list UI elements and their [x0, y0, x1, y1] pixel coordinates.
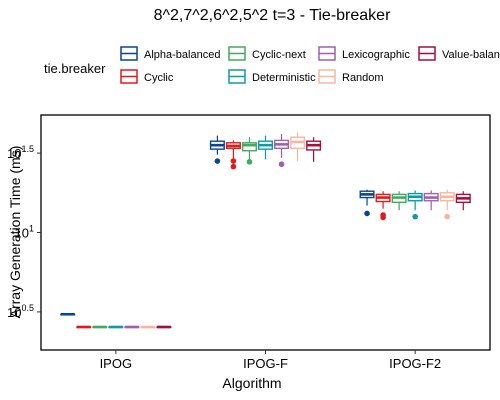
legend-item-value-balanced: Value-balanced [418, 46, 500, 61]
outlier-point-0 [364, 210, 370, 217]
box-random-ipog-f [290, 132, 306, 162]
legend-label: Value-balanced [442, 49, 500, 61]
box-alpha-balanced-ipog-f [209, 135, 225, 164]
legend-label: Cyclic-next [252, 49, 306, 61]
legend-item-deterministic: Deterministic [228, 69, 316, 84]
outlier-point-1 [230, 163, 237, 170]
outlier-point-0 [230, 158, 237, 164]
box-cyclic-next-ipog-f [241, 137, 257, 165]
legend-label: Lexicographic [342, 49, 410, 61]
box-cyclic-next-ipog [92, 325, 108, 329]
x-tick-label-IPOG-F2: IPOG-F2 [389, 356, 441, 371]
legend-item-cyclic: Cyclic [120, 69, 174, 84]
x-tick-label-IPOG: IPOG [100, 356, 133, 371]
box-cyclic-ipog [76, 325, 92, 329]
legend-item-random: Random [318, 69, 384, 84]
outlier-point-0 [412, 213, 418, 220]
box-value-balanced-ipog [156, 325, 172, 329]
legend-label: Alpha-balanced [144, 49, 220, 61]
box-cyclic-ipog-f2 [375, 191, 391, 221]
box-cyclic-ipog-f [225, 140, 241, 170]
box-deterministic-ipog-f [257, 135, 274, 160]
box-value-balanced-ipog-f [306, 137, 322, 162]
legend-title: tie.breaker [44, 61, 106, 76]
box-deterministic-ipog-f2 [407, 190, 423, 220]
legend-item-alpha-balanced: Alpha-balanced [120, 46, 220, 61]
y-axis-label: Array Generation Time (ms) [7, 146, 23, 319]
legend-item-lexicographic: Lexicographic [318, 46, 410, 61]
legend-label: Cyclic [144, 72, 174, 84]
box-alpha-balanced-ipog-f2 [359, 189, 375, 217]
box-random-ipog-f2 [439, 189, 455, 220]
box-alpha-balanced-ipog [60, 312, 76, 316]
outlier-point-0 [278, 161, 285, 168]
legend: Alpha-balanced Cyclic Cyclic-next Determini… [120, 46, 500, 84]
box-value-balanced-ipog-f2 [455, 191, 471, 211]
x-axis-label: Algorithm [222, 375, 281, 391]
box-lexicographic-ipog [124, 325, 140, 329]
box-random-ipog [140, 325, 156, 329]
box-body [241, 142, 257, 152]
chart-title: 8^2,7^2,6^2,5^2 t=3 - Tie-breaker [154, 7, 392, 24]
outlier-point-1 [380, 214, 386, 221]
outlier-point-0 [246, 159, 253, 165]
box-cyclic-next-ipog-f2 [391, 191, 407, 211]
box-lexicographic-ipog-f2 [423, 190, 439, 211]
box-lexicographic-ipog-f [274, 134, 290, 168]
legend-item-cyclic-next: Cyclic-next [228, 46, 306, 61]
x-tick-label-IPOG-F: IPOG-F [243, 356, 288, 371]
legend-label: Deterministic [252, 72, 316, 84]
outlier-point-0 [444, 213, 451, 220]
box-deterministic-ipog [108, 325, 124, 329]
outlier-point-0 [214, 158, 221, 164]
legend-label: Random [342, 72, 384, 84]
